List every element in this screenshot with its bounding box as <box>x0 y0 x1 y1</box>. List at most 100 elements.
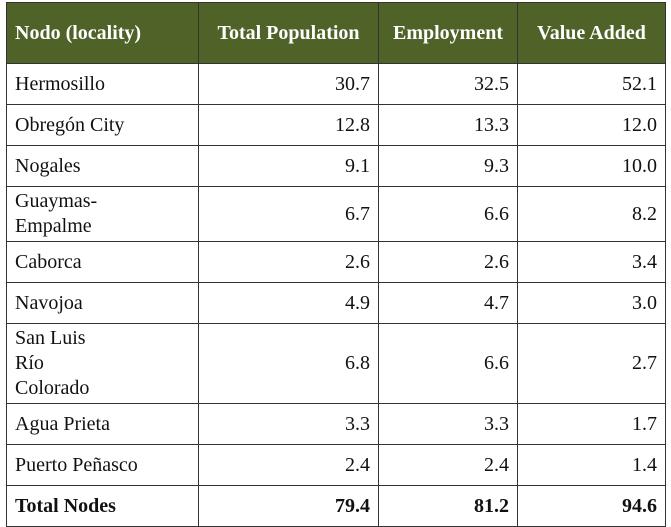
value-cell: 9.1 <box>198 145 379 187</box>
cell-text: 3.4 <box>632 250 657 273</box>
cell-text: 9.1 <box>345 154 370 177</box>
cell-text: 94.6 <box>622 494 657 517</box>
value-cell: 4.7 <box>378 282 518 324</box>
table-row: Agua Prieta 3.3 3.3 1.7 <box>6 403 666 445</box>
header-cell: Employment <box>378 2 518 64</box>
value-cell: 6.6 <box>378 323 518 404</box>
value-cell: 3.0 <box>517 282 666 324</box>
value-cell: 52.1 <box>517 63 666 105</box>
cell-text: Total Nodes <box>15 494 116 517</box>
table-row: San Luis Río Colorado 6.8 6.6 2.7 <box>6 323 666 404</box>
value-cell: 30.7 <box>198 63 379 105</box>
value-cell: 12.8 <box>198 104 379 146</box>
value-cell: 3.3 <box>198 403 379 445</box>
row-label: Caborca <box>6 241 199 283</box>
cell-text: 32.5 <box>474 72 509 95</box>
cell-text: 30.7 <box>335 72 370 95</box>
header-row: Nodo (locality) Total Population Employmen… <box>6 2 666 64</box>
total-row: Total Nodes 79.4 81.2 94.6 <box>6 485 666 527</box>
value-cell: 2.7 <box>517 323 666 404</box>
header-cell: Total Population <box>198 2 379 64</box>
value-cell: 2.6 <box>378 241 518 283</box>
row-label: Puerto Peñasco <box>6 444 199 486</box>
cell-text: Caborca <box>15 250 82 273</box>
value-cell: 13.3 <box>378 104 518 146</box>
table-row: Nogales 9.1 9.3 10.0 <box>6 145 666 187</box>
value-cell: 3.4 <box>517 241 666 283</box>
cell-text: 1.4 <box>632 453 657 476</box>
value-cell: 32.5 <box>378 63 518 105</box>
cell-text: 6.6 <box>484 202 509 225</box>
value-cell: 4.9 <box>198 282 379 324</box>
cell-text: 2.6 <box>484 250 509 273</box>
cell-text: San Luis Río Colorado <box>15 327 90 399</box>
row-label: Nogales <box>6 145 199 187</box>
header-cell: Nodo (locality) <box>6 2 199 64</box>
header-text: Total Population <box>217 21 360 44</box>
value-cell: 9.3 <box>378 145 518 187</box>
cell-text: 3.0 <box>632 291 657 314</box>
cell-text: 2.6 <box>345 250 370 273</box>
row-label: Guaymas-Empalme <box>6 186 199 242</box>
cell-text: 2.4 <box>345 453 370 476</box>
cell-text: 4.7 <box>484 291 509 314</box>
header-text: Nodo (locality) <box>15 21 142 44</box>
row-label: Navojoa <box>6 282 199 324</box>
value-cell: 6.8 <box>198 323 379 404</box>
header-cell: Value Added <box>517 2 666 64</box>
header-text: Value Added <box>537 21 646 44</box>
cell-text: Navojoa <box>15 291 83 314</box>
cell-text: Puerto Peñasco <box>15 453 138 476</box>
value-cell: 79.4 <box>198 485 379 527</box>
row-label: Obregón City <box>6 104 199 146</box>
cell-text: 2.7 <box>632 352 657 374</box>
cell-text: 4.9 <box>345 291 370 314</box>
cell-text: 6.6 <box>484 352 509 374</box>
value-cell: 10.0 <box>517 145 666 187</box>
value-cell: 81.2 <box>378 485 518 527</box>
cell-text: Guaymas-Empalme <box>15 190 98 237</box>
cell-text: 12.0 <box>622 113 657 136</box>
cell-text: 6.8 <box>345 352 370 374</box>
table-row: Hermosillo 30.7 32.5 52.1 <box>6 63 666 105</box>
table-row: Obregón City 12.8 13.3 12.0 <box>6 104 666 146</box>
cell-text: 10.0 <box>622 154 657 177</box>
cell-text: Agua Prieta <box>15 412 110 435</box>
row-label: Agua Prieta <box>6 403 199 445</box>
cell-text: 79.4 <box>335 494 370 517</box>
value-cell: 2.4 <box>378 444 518 486</box>
cell-text: 1.7 <box>632 412 657 435</box>
header-text: Employment <box>393 21 503 44</box>
cell-text: Nogales <box>15 154 81 177</box>
table-row: Navojoa 4.9 4.7 3.0 <box>6 282 666 324</box>
value-cell: 2.4 <box>198 444 379 486</box>
row-label: Hermosillo <box>6 63 199 105</box>
cell-text: 81.2 <box>474 494 509 517</box>
value-cell: 1.7 <box>517 403 666 445</box>
table-row: Guaymas-Empalme 6.7 6.6 8.2 <box>6 186 666 242</box>
cell-text: 52.1 <box>622 72 657 95</box>
value-cell: 1.4 <box>517 444 666 486</box>
cell-text: 9.3 <box>484 154 509 177</box>
row-label: San Luis Río Colorado <box>6 323 199 404</box>
value-cell: 8.2 <box>517 186 666 242</box>
row-label: Total Nodes <box>6 485 199 527</box>
cell-text: 3.3 <box>345 412 370 435</box>
table-row: Puerto Peñasco 2.4 2.4 1.4 <box>6 444 666 486</box>
data-table: Nodo (locality) Total Population Employmen… <box>6 2 666 527</box>
cell-text: 13.3 <box>474 113 509 136</box>
cell-text: 6.7 <box>345 202 370 225</box>
value-cell: 3.3 <box>378 403 518 445</box>
cell-text: 12.8 <box>335 113 370 136</box>
cell-text: Obregón City <box>15 113 125 136</box>
cell-text: 2.4 <box>484 453 509 476</box>
value-cell: 94.6 <box>517 485 666 527</box>
table-row: Caborca 2.6 2.6 3.4 <box>6 241 666 283</box>
cell-text: 8.2 <box>632 202 657 225</box>
value-cell: 6.7 <box>198 186 379 242</box>
value-cell: 12.0 <box>517 104 666 146</box>
cell-text: 3.3 <box>484 412 509 435</box>
value-cell: 6.6 <box>378 186 518 242</box>
cell-text: Hermosillo <box>15 72 105 95</box>
